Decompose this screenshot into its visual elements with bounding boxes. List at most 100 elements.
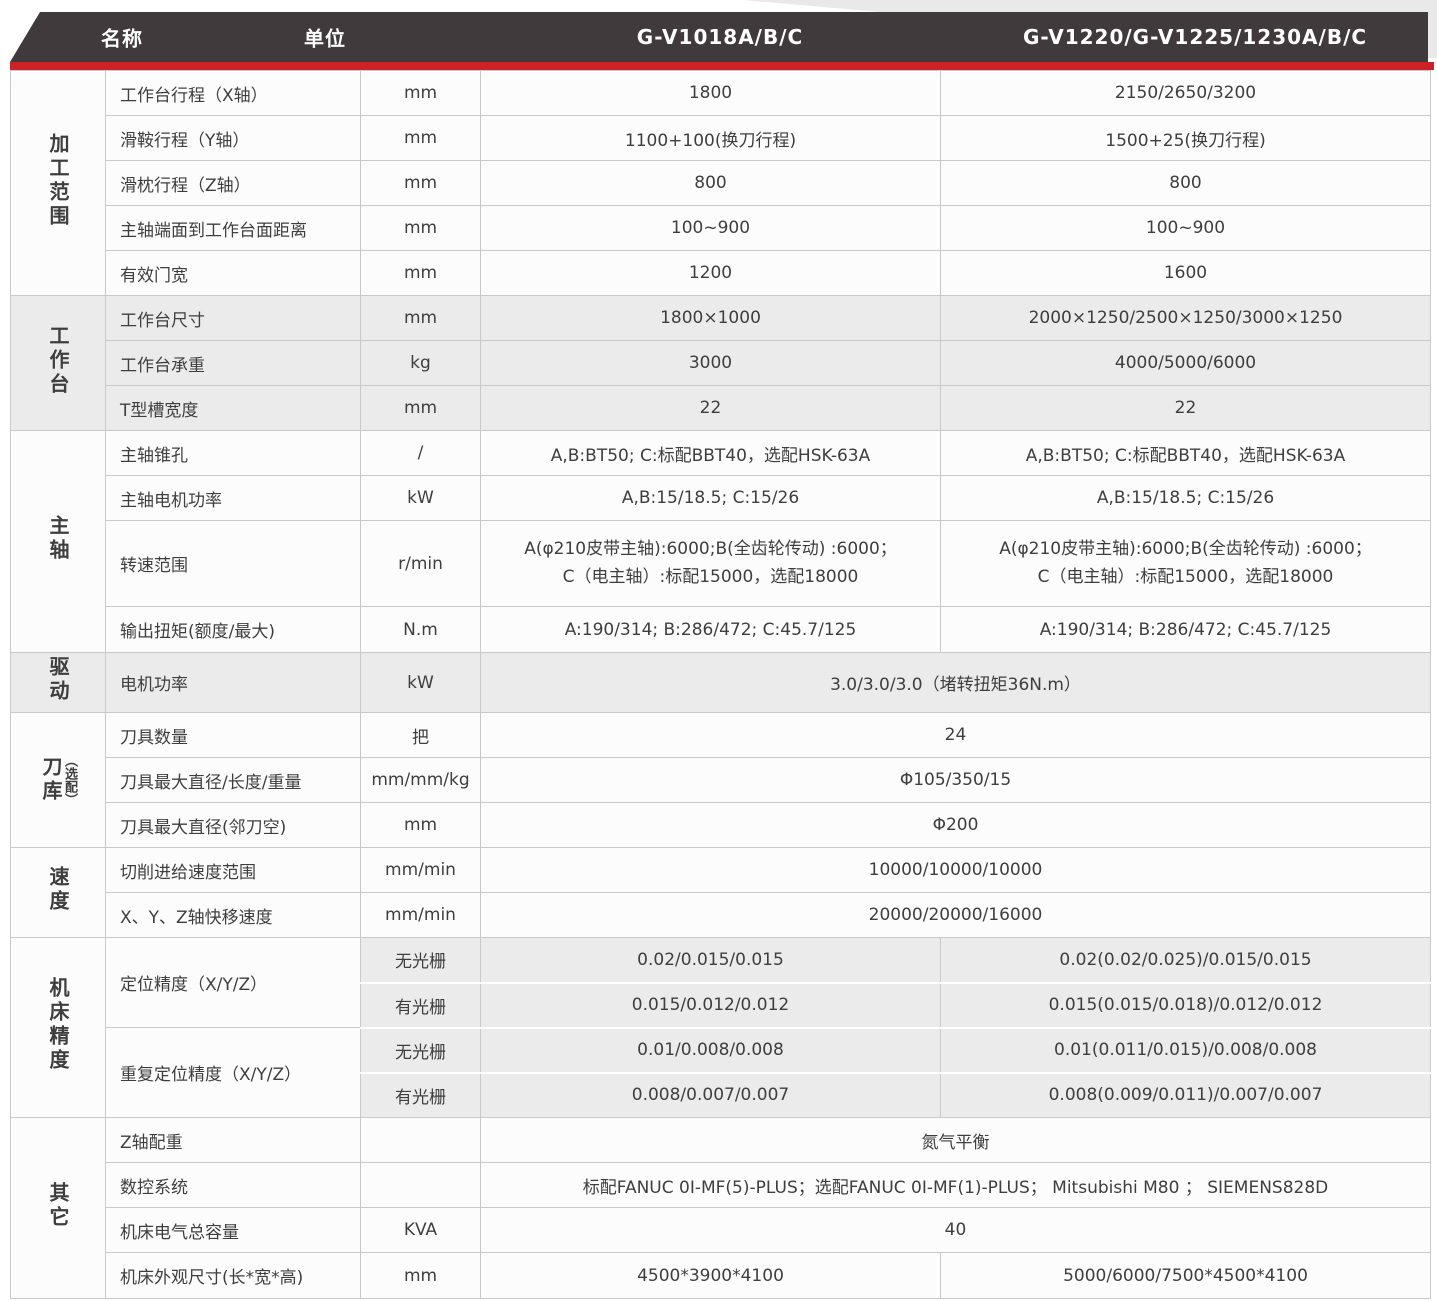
group-label-others: 其它 <box>10 1117 106 1299</box>
param-name: 工作台行程（X轴） <box>105 70 361 116</box>
value-model2: 2150/2650/3200 <box>940 70 1431 116</box>
value-model1: 100~900 <box>480 205 941 251</box>
value-both-models: 标配FANUC 0I-MF(5)-PLUS；选配FANUC 0I-MF(1)-P… <box>480 1162 1431 1208</box>
unit: kW <box>360 475 481 521</box>
value-model1: 1800×1000 <box>480 295 941 341</box>
value-model1: 22 <box>480 385 941 431</box>
param-name: 滑鞍行程（Y轴） <box>105 115 361 161</box>
table-row: 刀具最大直径/长度/重量 mm/mm/kg Φ105/350/15 <box>11 757 1431 803</box>
group-label-drive: 驱动 <box>10 652 106 713</box>
table-row: 机床电气总容量 KVA 40 <box>11 1207 1431 1253</box>
value-model1: A:190/314; B:286/472; C:45.7/125 <box>480 606 941 653</box>
group-label-tool-magazine: 刀库 （选配） <box>10 712 106 848</box>
param-name: 输出扭矩(额度/最大) <box>105 606 361 653</box>
value-model2: A(φ210皮带主轴):6000;B(全齿轮传动) :6000； C（电主轴）:… <box>940 520 1431 607</box>
unit <box>360 1117 481 1163</box>
param-name: 数控系统 <box>105 1162 361 1208</box>
value-model1: A,B:15/18.5; C:15/26 <box>480 475 941 521</box>
param-name: 切削进给速度范围 <box>105 847 361 893</box>
param-name: 定位精度（X/Y/Z） <box>105 937 361 1028</box>
value-model2: 5000/6000/7500*4500*4100 <box>940 1252 1431 1299</box>
table-row: 有光栅 0.008/0.007/0.007 0.008(0.009/0.011)… <box>11 1071 1431 1118</box>
param-name: 电机功率 <box>105 652 361 713</box>
unit: mm <box>360 802 481 848</box>
param-name: 刀具最大直径/长度/重量 <box>105 757 361 803</box>
value-model2: 4000/5000/6000 <box>940 340 1431 386</box>
table-row: 有光栅 0.015/0.012/0.012 0.015(0.015/0.018)… <box>11 981 1431 1028</box>
sub-condition: 有光栅 <box>360 981 481 1028</box>
group-label-worktable: 工作台 <box>10 295 106 431</box>
group-label-spindle: 主轴 <box>10 430 106 653</box>
value-model2: 1600 <box>940 250 1431 296</box>
value-model2: 100~900 <box>940 205 1431 251</box>
value-model1: A(φ210皮带主轴):6000;B(全齿轮传动) :6000； C（电主轴）:… <box>480 520 941 607</box>
unit: / <box>360 430 481 476</box>
table-row: 刀库 （选配） 刀具数量 把 24 <box>10 712 1431 848</box>
table-row: X、Y、Z轴快移速度 mm/min 20000/20000/16000 <box>11 892 1431 938</box>
table-row: 速度 切削进给速度范围 mm/min 10000/10000/10000 <box>10 847 1431 938</box>
unit: mm <box>360 160 481 206</box>
unit: mm/min <box>360 892 481 938</box>
unit: kW <box>360 652 481 713</box>
value-model2: 1500+25(换刀行程) <box>940 115 1431 161</box>
table-row: T型槽宽度 mm 22 22 <box>11 385 1431 431</box>
table-row: 重复定位精度（X/Y/Z） 无光栅 0.01/0.008/0.008 0.01(… <box>11 1026 1431 1118</box>
value-model2: A,B:BT50; C:标配BBT40，选配HSK-63A <box>940 430 1431 476</box>
value-model2: 0.01(0.011/0.015)/0.008/0.008 <box>940 1026 1431 1073</box>
group-label-optional-suffix: （选配） <box>62 754 77 806</box>
table-row: 工作台 工作台尺寸 mm 1800×1000 2000×1250/2500×12… <box>10 295 1431 431</box>
table-row: 数控系统 标配FANUC 0I-MF(5)-PLUS；选配FANUC 0I-MF… <box>11 1162 1431 1208</box>
value-both-models: 3.0/3.0/3.0（堵转扭矩36N.m） <box>480 652 1431 713</box>
value-model1: 3000 <box>480 340 941 386</box>
value-model1: 800 <box>480 160 941 206</box>
param-name: 刀具数量 <box>105 712 361 758</box>
value-both-models: 10000/10000/10000 <box>480 847 1431 893</box>
param-name: Z轴配重 <box>105 1117 361 1163</box>
value-model2: 2000×1250/2500×1250/3000×1250 <box>940 295 1431 341</box>
group-label-machining-range: 加工范围 <box>10 70 106 296</box>
unit: mm <box>360 115 481 161</box>
param-name: 机床电气总容量 <box>105 1207 361 1253</box>
group-label-speed: 速度 <box>10 847 106 938</box>
value-model1: 4500*3900*4100 <box>480 1252 941 1299</box>
value-model2: 0.02(0.02/0.025)/0.015/0.015 <box>940 937 1431 983</box>
value-both-models: Φ200 <box>480 802 1431 848</box>
accent-red-bar <box>10 62 1434 70</box>
sub-condition: 有光栅 <box>360 1071 481 1118</box>
unit: kg <box>360 340 481 386</box>
header-col-model2: G-V1220/G-V1225/1230A/B/C <box>1022 25 1368 49</box>
table-row: 有效门宽 mm 1200 1600 <box>11 250 1431 296</box>
table-row: 主轴端面到工作台面距离 mm 100~900 100~900 <box>11 205 1431 251</box>
header-col-name: 名称 <box>101 26 143 51</box>
header-col-unit: 单位 <box>304 26 346 51</box>
unit: mm <box>360 295 481 341</box>
value-model1: 0.015/0.012/0.012 <box>480 981 941 1028</box>
value-model1: 1100+100(换刀行程) <box>480 115 941 161</box>
unit: mm <box>360 1252 481 1299</box>
param-name: 工作台尺寸 <box>105 295 361 341</box>
table-row: 刀具最大直径(邻刀空) mm Φ200 <box>11 802 1431 848</box>
value-model1: A,B:BT50; C:标配BBT40，选配HSK-63A <box>480 430 941 476</box>
param-name: X、Y、Z轴快移速度 <box>105 892 361 938</box>
value-both-models: 氮气平衡 <box>480 1117 1431 1163</box>
sub-condition: 无光栅 <box>360 1026 481 1073</box>
unit: 把 <box>360 712 481 758</box>
param-name: 工作台承重 <box>105 340 361 386</box>
unit: KVA <box>360 1207 481 1253</box>
unit: r/min <box>360 520 481 607</box>
value-model2: 22 <box>940 385 1431 431</box>
value-model2: A:190/314; B:286/472; C:45.7/125 <box>940 606 1431 653</box>
param-name: 主轴锥孔 <box>105 430 361 476</box>
table-row: 滑鞍行程（Y轴） mm 1100+100(换刀行程) 1500+25(换刀行程) <box>11 115 1431 161</box>
table-row: 机床精度 定位精度（X/Y/Z） 无光栅 0.02/0.015/0.015 0.… <box>10 937 1431 1118</box>
value-model1: 1200 <box>480 250 941 296</box>
table-header-band: 名称 单位 G-V1018A/B/C G-V1220/G-V1225/1230A… <box>10 12 1428 62</box>
value-both-models: 40 <box>480 1207 1431 1253</box>
param-name: 刀具最大直径(邻刀空) <box>105 802 361 848</box>
value-model2: A,B:15/18.5; C:15/26 <box>940 475 1431 521</box>
table-row: 滑枕行程（Z轴） mm 800 800 <box>11 160 1431 206</box>
param-name: 转速范围 <box>105 520 361 607</box>
value-model1: 1800 <box>480 70 941 116</box>
param-name: 重复定位精度（X/Y/Z） <box>105 1027 361 1118</box>
unit: mm <box>360 250 481 296</box>
